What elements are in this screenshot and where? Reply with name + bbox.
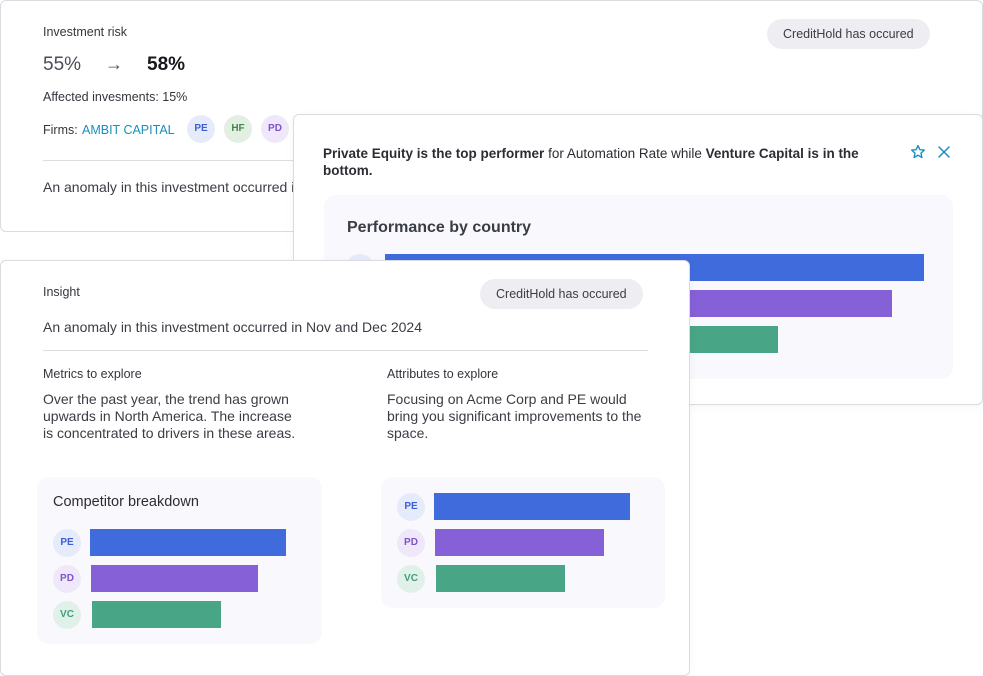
competitor-bar-pe	[90, 529, 286, 556]
attributes-chip-pe: PE	[397, 493, 425, 521]
competitor-chip-pd: PD	[53, 565, 81, 593]
firm-chip-hf[interactable]: HF	[224, 115, 252, 143]
headline-bottom-performer: Venture Capital is in the bottom.	[323, 146, 859, 178]
risk-value-from: 55%	[43, 54, 82, 75]
attributes-chip-pd: PD	[397, 529, 425, 557]
risk-value-to: 58%	[147, 54, 186, 75]
arrow-right-icon: →	[105, 54, 123, 74]
insight-card: Insight CreditHold has occured An anomal…	[0, 260, 690, 676]
attributes-text: Focusing on Acme Corp and PE would bring…	[387, 391, 642, 441]
attributes-bar-pe	[434, 493, 630, 520]
insight-anomaly-text: An anomaly in this investment occurred i…	[43, 319, 422, 335]
competitor-bar-vc	[92, 601, 221, 628]
firms-label: Firms:	[43, 123, 78, 137]
insight-credithold-badge: CreditHold has occured	[480, 279, 643, 309]
headline-middle: for Automation Rate while	[544, 146, 706, 161]
firm-link-ambit-capital[interactable]: AMBIT CAPITAL	[82, 123, 175, 137]
competitor-breakdown-panel: Competitor breakdown PE PD VC	[37, 477, 322, 644]
insight-heading: Insight	[43, 285, 80, 299]
competitor-chip-pe: PE	[53, 529, 81, 557]
competitor-bar-pd	[91, 565, 258, 592]
competitor-chip-vc: VC	[53, 601, 81, 629]
attributes-label: Attributes to explore	[387, 367, 499, 381]
attributes-bar-vc	[436, 565, 565, 592]
attributes-chip-vc: VC	[397, 565, 425, 593]
attributes-chart-panel: PE PD VC	[381, 477, 665, 608]
headline-top-performer: Private Equity is the top performer	[323, 146, 545, 161]
close-icon[interactable]	[936, 144, 952, 160]
firm-chip-pd[interactable]: PD	[261, 115, 289, 143]
divider	[43, 350, 648, 351]
firm-chip-pe[interactable]: PE	[187, 115, 215, 143]
affected-investments: Affected invesments: 15%	[43, 90, 188, 104]
star-icon[interactable]	[910, 144, 926, 160]
metrics-label: Metrics to explore	[43, 367, 142, 381]
attributes-bar-pd	[435, 529, 604, 556]
competitor-title: Competitor breakdown	[53, 494, 199, 510]
credithold-badge: CreditHold has occured	[767, 19, 930, 49]
metrics-text: Over the past year, the trend has grown …	[43, 391, 296, 441]
risk-heading: Investment risk	[43, 25, 128, 39]
performance-headline: Private Equity is the top performer for …	[323, 145, 883, 179]
performance-chart-title: Performance by country	[347, 219, 532, 236]
